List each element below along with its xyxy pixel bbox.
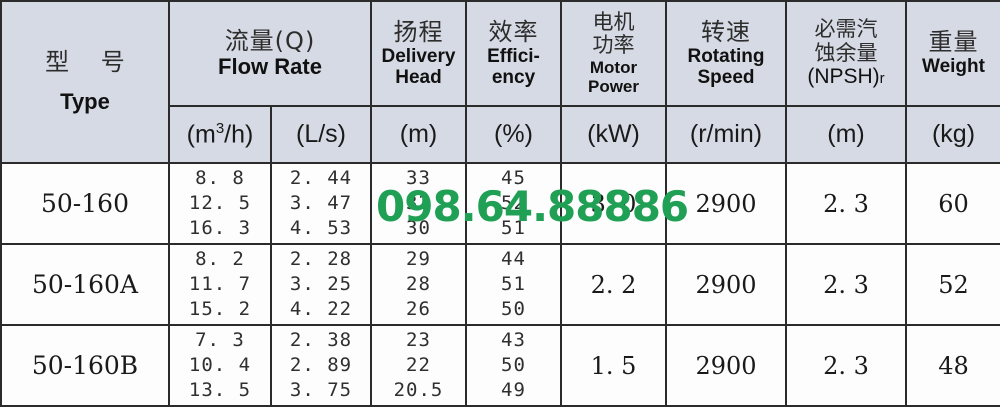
header-motor-en-line2: Power xyxy=(587,77,640,97)
cell-rotating-speed: 2900 xyxy=(665,243,787,326)
header-eff-cn: 效率 xyxy=(488,17,539,46)
header-head-en-line1: Delivery xyxy=(381,45,456,67)
cell-npsh: 2. 3 xyxy=(785,162,907,245)
header-cell-weight: 重量 Weight xyxy=(905,0,1000,107)
stacked-values: 23 22 20.5 xyxy=(393,329,444,401)
header-speed-cn: 转速 xyxy=(701,17,751,46)
cell-type: 50-160B xyxy=(0,324,170,407)
table-row: 50-160B 7. 3 10. 4 13. 5 2. 38 2. 89 3. 75 2… xyxy=(0,324,1000,407)
cell-flow-m3h: 7. 3 10. 4 13. 5 xyxy=(168,324,272,407)
unit-flow-m3h-suffix: /h) xyxy=(224,120,254,149)
header-npsh-en: (NPSH)r xyxy=(787,65,905,89)
header-cell-efficiency: 效率 Effici- ency xyxy=(465,0,562,107)
header-cell-npsh: 必需汽 蚀余量 (NPSH)r xyxy=(785,0,907,107)
cell-delivery-head: 33 32 30 xyxy=(370,162,467,245)
header-motor-cn-line1: 电机 xyxy=(592,9,635,34)
stacked-values: 2. 38 2. 89 3. 75 xyxy=(289,329,353,401)
header-weight-en: Weight xyxy=(922,56,985,78)
unit-flow-m3h: (m3/h) xyxy=(168,105,272,164)
unit-flow-m3h-prefix: (m xyxy=(186,120,216,149)
header-cell-rotating-speed: 转速 Rotating Speed xyxy=(665,0,787,107)
header-cell-flow-rate: 流量(Q) Flow Rate xyxy=(168,0,372,107)
header-eff-en-line2: ency xyxy=(491,66,536,88)
cell-delivery-head: 29 28 26 xyxy=(370,243,467,326)
stacked-values: 2. 28 3. 25 4. 22 xyxy=(289,248,353,320)
stacked-values: 45 52 51 xyxy=(501,167,526,239)
header-type-en: Type xyxy=(60,89,110,115)
stacked-values: 7. 3 10. 4 13. 5 xyxy=(188,329,252,401)
header-cell-motor-power: 电机 功率 Motor Power xyxy=(560,0,667,107)
cell-efficiency: 45 52 51 xyxy=(465,162,562,245)
cell-flow-m3h: 8. 2 11. 7 15. 2 xyxy=(168,243,272,326)
cell-delivery-head: 23 22 20.5 xyxy=(370,324,467,407)
header-flow-cn: 流量(Q) xyxy=(224,26,316,55)
unit-rotating-speed: (r/min) xyxy=(665,105,787,164)
header-cell-type: 型 号 Type xyxy=(0,0,170,164)
header-cell-delivery-head: 扬程 Delivery Head xyxy=(370,0,467,107)
header-flow-en: Flow Rate xyxy=(218,53,322,79)
header-head-cn: 扬程 xyxy=(393,17,444,46)
unit-flow-m3h-superscript: 3 xyxy=(215,119,225,137)
cell-type: 50-160A xyxy=(0,243,170,326)
stacked-values: 44 51 50 xyxy=(501,248,526,320)
cell-efficiency: 44 51 50 xyxy=(465,243,562,326)
header-npsh-subscript: r xyxy=(879,70,885,88)
cell-flow-ls: 2. 28 3. 25 4. 22 xyxy=(270,243,372,326)
header-npsh-cn-line1: 必需汽 xyxy=(814,17,878,42)
header-npsh-cn-line2: 蚀余量 xyxy=(814,40,878,65)
unit-flow-ls: (L/s) xyxy=(270,105,372,164)
cell-motor-power: 2. 2 xyxy=(560,243,667,326)
stacked-values: 33 32 30 xyxy=(406,167,431,239)
header-speed-en-line2: Speed xyxy=(697,66,755,88)
table-row: 50-160 8. 8 12. 5 16. 3 2. 44 3. 47 4. 53 33… xyxy=(0,162,1000,245)
header-motor-cn-line2: 功率 xyxy=(592,33,635,58)
cell-motor-power: 3. 0 xyxy=(560,162,667,245)
stacked-values: 8. 8 12. 5 16. 3 xyxy=(188,167,252,239)
stacked-values: 8. 2 11. 7 15. 2 xyxy=(188,248,252,320)
stacked-values: 2. 44 3. 47 4. 53 xyxy=(289,167,353,239)
cell-rotating-speed: 2900 xyxy=(665,162,787,245)
header-npsh-abbr: (NPSH) xyxy=(807,65,880,89)
unit-motor-power: (kW) xyxy=(560,105,667,164)
unit-weight: (kg) xyxy=(905,105,1000,164)
header-weight-cn: 重量 xyxy=(928,28,979,57)
unit-efficiency: (%) xyxy=(465,105,562,164)
cell-type: 50-160 xyxy=(0,162,170,245)
header-eff-en-line1: Effici- xyxy=(487,45,540,67)
cell-weight: 48 xyxy=(905,324,1000,407)
header-head-en-line2: Head xyxy=(395,66,442,88)
cell-motor-power: 1. 5 xyxy=(560,324,667,407)
header-row-units: (m3/h) (L/s) (m) (%) (kW) (r/min) (m) (k… xyxy=(1,105,1000,164)
cell-npsh: 2. 3 xyxy=(785,243,907,326)
unit-npsh: (m) xyxy=(785,105,907,164)
cell-flow-ls: 2. 38 2. 89 3. 75 xyxy=(270,324,372,407)
header-speed-en-line1: Rotating xyxy=(687,45,765,67)
header-type-cn: 型 号 xyxy=(45,48,137,77)
cell-flow-ls: 2. 44 3. 47 4. 53 xyxy=(270,162,372,245)
cell-npsh: 2. 3 xyxy=(785,324,907,407)
header-row-primary: 型 号 Type 流量(Q) Flow Rate 扬程 Delivery Hea… xyxy=(0,0,1000,164)
table-row: 50-160A 8. 2 11. 7 15. 2 2. 28 3. 25 4. 22 2… xyxy=(0,243,1000,326)
header-motor-en-line1: Motor xyxy=(589,57,638,77)
cell-weight: 60 xyxy=(905,162,1000,245)
stacked-values: 29 28 26 xyxy=(406,248,431,320)
cell-rotating-speed: 2900 xyxy=(665,324,787,407)
cell-weight: 52 xyxy=(905,243,1000,326)
stacked-values: 43 50 49 xyxy=(501,329,526,401)
cell-flow-m3h: 8. 8 12. 5 16. 3 xyxy=(168,162,272,245)
unit-delivery-head: (m) xyxy=(370,105,467,164)
cell-efficiency: 43 50 49 xyxy=(465,324,562,407)
